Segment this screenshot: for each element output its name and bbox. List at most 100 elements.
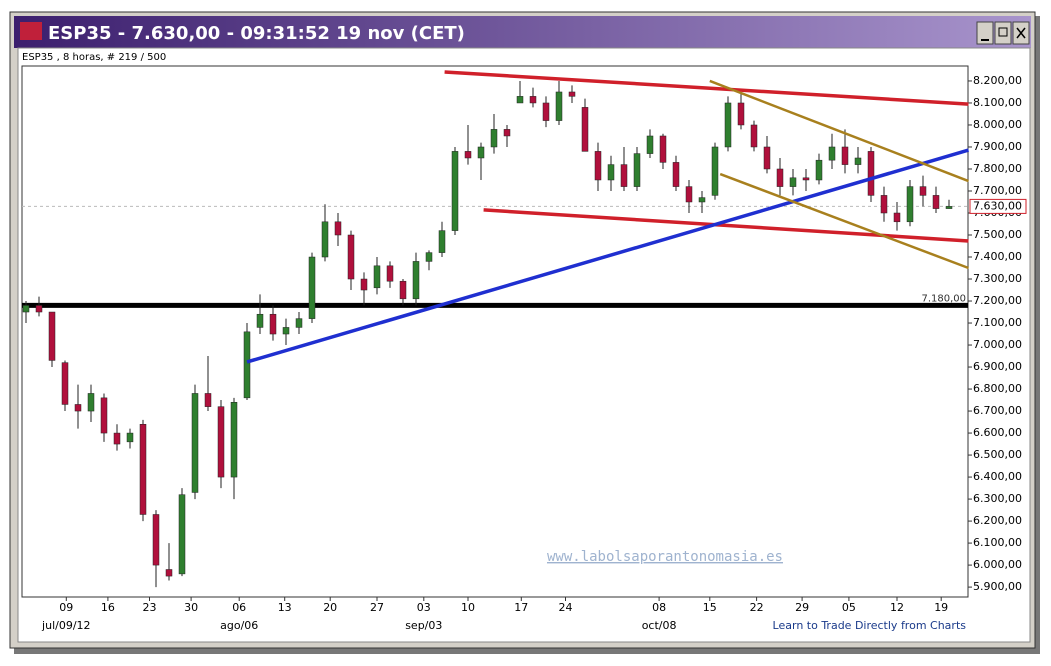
candle-body	[685, 186, 693, 203]
candle-body	[880, 195, 888, 214]
y-tick-label: 6.300,00	[973, 492, 1022, 505]
candle-body	[334, 221, 342, 236]
y-tick-label: 7.100,00	[973, 316, 1022, 329]
y-tick-label: 7.200,00	[973, 294, 1022, 307]
title-bar	[14, 16, 1031, 48]
x-tick-label: 27	[370, 601, 384, 614]
candle-body	[724, 102, 732, 148]
candle-body	[152, 514, 160, 566]
candle-body	[269, 313, 277, 335]
candle-body	[191, 393, 199, 493]
y-tick-label: 7.800,00	[973, 162, 1022, 175]
candle-body	[282, 327, 290, 335]
window-buttons[interactable]	[976, 21, 1030, 45]
candle-body	[477, 146, 485, 159]
restore-button[interactable]	[994, 21, 1012, 45]
month-label: oct/08	[642, 619, 677, 632]
candle-body	[620, 164, 628, 187]
candle-body	[451, 151, 459, 231]
candle-body	[672, 162, 680, 187]
y-tick-label: 7.700,00	[973, 184, 1022, 197]
y-tick-label: 7.400,00	[973, 250, 1022, 263]
candle-body	[217, 406, 225, 478]
candle-body	[360, 278, 368, 291]
candle-body	[750, 124, 758, 148]
watermark: www.labolsaporantonomasia.es	[547, 549, 783, 565]
candle-body	[490, 129, 498, 148]
trend-line	[444, 70, 969, 106]
candle-body	[581, 107, 589, 152]
candle-body	[516, 96, 524, 104]
x-tick-label: 29	[795, 601, 809, 614]
candle-body	[464, 151, 472, 159]
y-tick-label: 6.800,00	[973, 382, 1022, 395]
candle-body	[256, 313, 264, 328]
candle-body	[61, 362, 69, 405]
candle-body	[308, 256, 316, 319]
y-tick-label: 6.400,00	[973, 470, 1022, 483]
candle-body	[165, 569, 173, 577]
month-label: ago/06	[220, 619, 258, 632]
y-tick-label: 5.900,00	[973, 580, 1022, 593]
candle-body	[737, 102, 745, 126]
restore-icon	[998, 27, 1008, 37]
candle-body	[698, 197, 706, 203]
x-tick-label: 05	[842, 601, 856, 614]
candle-body	[399, 280, 407, 300]
candle-body	[321, 221, 329, 258]
y-tick-label: 8.200,00	[973, 74, 1022, 87]
candle-body	[776, 168, 784, 187]
y-tick-label: 6.500,00	[973, 448, 1022, 461]
candle-body	[568, 91, 576, 97]
window-title: ESP35 - 7.630,00 - 09:31:52 19 nov (CET)	[48, 23, 465, 44]
y-tick-label: 8.000,00	[973, 118, 1022, 131]
y-tick-label: 6.600,00	[973, 426, 1022, 439]
candle-body	[932, 195, 940, 209]
trend-line	[719, 172, 969, 270]
candle-body	[633, 153, 641, 187]
candle-body	[802, 177, 810, 181]
minimize-button[interactable]	[976, 21, 994, 45]
y-tick-label: 7.300,00	[973, 272, 1022, 285]
candle-body	[945, 206, 953, 209]
x-tick-label: 17	[514, 601, 528, 614]
footer-link[interactable]: Learn to Trade Directly from Charts	[773, 619, 967, 632]
candle-body	[919, 186, 927, 196]
candle-body	[763, 146, 771, 170]
candle-body	[139, 424, 147, 515]
candle-body	[243, 331, 251, 399]
support-label: 7.180,00	[921, 293, 966, 304]
close-icon	[1016, 27, 1026, 39]
y-tick-label: 7.000,00	[973, 338, 1022, 351]
candle-body	[386, 265, 394, 282]
candle-body	[113, 432, 121, 445]
x-tick-label: 20	[323, 601, 337, 614]
last-price-label: 7.630,00	[973, 199, 1022, 212]
y-tick-label: 6.900,00	[973, 360, 1022, 373]
candle-body	[74, 404, 82, 412]
x-tick-label: 15	[703, 601, 717, 614]
x-tick-label: 23	[143, 601, 157, 614]
last-price-box	[969, 198, 1027, 214]
candle-body	[230, 401, 238, 478]
candle-body	[711, 146, 719, 196]
trend-line	[483, 208, 969, 243]
x-tick-label: 16	[101, 601, 115, 614]
y-tick-label: 7.900,00	[973, 140, 1022, 153]
candle-body	[373, 265, 381, 289]
x-tick-label: 03	[417, 601, 431, 614]
candle-body	[126, 432, 134, 443]
y-tick-label: 6.200,00	[973, 514, 1022, 527]
candle-body	[854, 157, 862, 165]
candle-body	[438, 230, 446, 253]
x-tick-label: 30	[184, 601, 198, 614]
y-tick-label: 6.000,00	[973, 558, 1022, 571]
candle-body	[659, 135, 667, 163]
y-tick-label: 8.100,00	[973, 96, 1022, 109]
candle-body	[87, 393, 95, 412]
trend-line	[246, 148, 969, 364]
candle-body	[555, 91, 563, 121]
month-label: jul/09/12	[41, 619, 91, 632]
candle-body	[204, 393, 212, 407]
